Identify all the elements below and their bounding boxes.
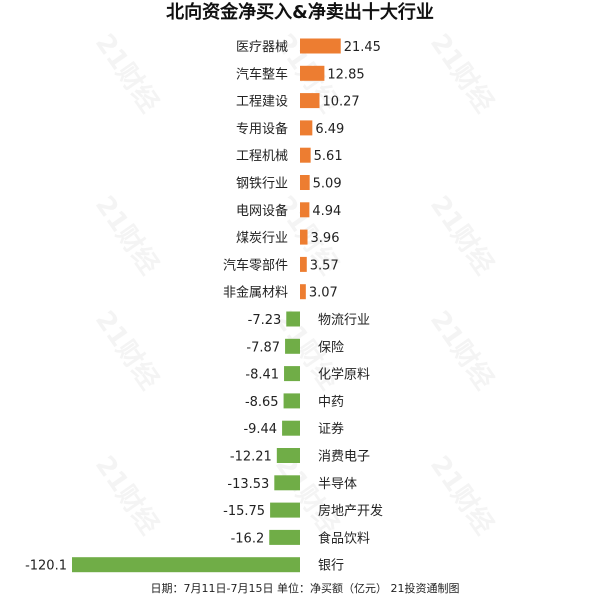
category-label-11: 物流行业 [318, 313, 370, 328]
category-label-1: 医疗器械 [236, 40, 288, 55]
value-label-15: -9.44 [243, 422, 277, 437]
category-label-4: 专用设备 [236, 121, 288, 137]
bar-5 [300, 147, 311, 163]
category-label-13: 化学原料 [318, 367, 370, 383]
value-label-20: -120.1 [25, 559, 67, 574]
category-label-12: 保险 [318, 340, 344, 355]
category-label-10: 非金属材料 [223, 285, 288, 301]
category-label-2: 汽车整车 [236, 66, 288, 82]
value-label-17: -13.53 [227, 477, 269, 492]
bars [72, 38, 341, 573]
value-label-4: 6.49 [315, 122, 344, 137]
category-label-18: 房地产开发 [318, 503, 383, 519]
category-label-5: 工程机械 [236, 149, 288, 164]
value-label-16: -12.21 [230, 450, 272, 465]
watermark-1: 21财经 [89, 28, 165, 118]
category-label-20: 银行 [318, 559, 344, 574]
watermark-3: 21财经 [424, 28, 500, 118]
bar-4 [300, 120, 313, 136]
watermark-6: 21财经 [424, 190, 500, 280]
bar-14 [283, 393, 300, 409]
bar-9 [300, 256, 307, 272]
bar-10 [300, 284, 306, 300]
bar-13 [284, 366, 300, 382]
chart-title: 北向资金净买入&净卖出十大行业 [166, 1, 434, 23]
category-label-16: 消费电子 [318, 450, 370, 465]
value-label-5: 5.61 [314, 149, 343, 164]
value-label-10: 3.07 [309, 286, 338, 301]
bar-12 [285, 338, 300, 354]
bar-8 [300, 229, 308, 245]
value-label-1: 21.45 [344, 40, 381, 55]
chart-footer: 日期：7月11日-7月15日 单位：净买额（亿元） 21投资通制图 [151, 581, 460, 595]
value-label-19: -16.2 [231, 531, 265, 546]
watermark-9: 21财经 [424, 305, 500, 395]
category-label-15: 证券 [318, 421, 344, 437]
value-label-11: -7.23 [248, 313, 282, 328]
bar-16 [276, 448, 300, 463]
category-label-17: 半导体 [318, 477, 357, 492]
bar-11 [286, 311, 300, 327]
bar-3 [300, 93, 320, 109]
category-label-19: 食品饮料 [318, 530, 370, 546]
category-label-7: 电网设备 [236, 203, 288, 219]
bar-17 [274, 475, 300, 491]
watermark-4: 21财经 [89, 190, 165, 280]
bar-20 [72, 557, 300, 573]
labels: 医疗器械 21.45 汽车整车 12.85 工程建设 10.27 专用设备 6.49 工程机械 5… [25, 40, 383, 574]
watermark-12: 21财经 [424, 450, 500, 540]
category-label-9: 汽车零部件 [223, 257, 288, 273]
category-label-6: 钢铁行业 [236, 177, 288, 192]
bar-1 [300, 38, 341, 54]
bar-19 [269, 529, 300, 545]
watermark-7: 21财经 [89, 305, 165, 395]
value-label-7: 4.94 [312, 204, 341, 219]
bar-15 [282, 420, 300, 436]
bar-2 [300, 65, 325, 81]
bar-7 [300, 202, 310, 218]
watermark-10: 21财经 [89, 450, 165, 540]
bar-6 [300, 175, 310, 190]
bar-18 [270, 502, 300, 518]
value-label-2: 12.85 [327, 67, 364, 82]
category-label-14: 中药 [318, 395, 344, 410]
value-label-14: -8.65 [245, 395, 279, 410]
value-label-13: -8.41 [245, 368, 279, 383]
value-label-18: -15.75 [223, 504, 265, 519]
value-label-12: -7.87 [246, 340, 280, 355]
value-label-3: 10.27 [322, 95, 359, 110]
value-label-9: 3.57 [310, 258, 339, 273]
category-label-8: 煤炭行业 [236, 231, 288, 246]
value-label-8: 3.96 [311, 231, 340, 246]
value-label-6: 5.09 [313, 177, 342, 192]
category-label-3: 工程建设 [236, 95, 288, 110]
